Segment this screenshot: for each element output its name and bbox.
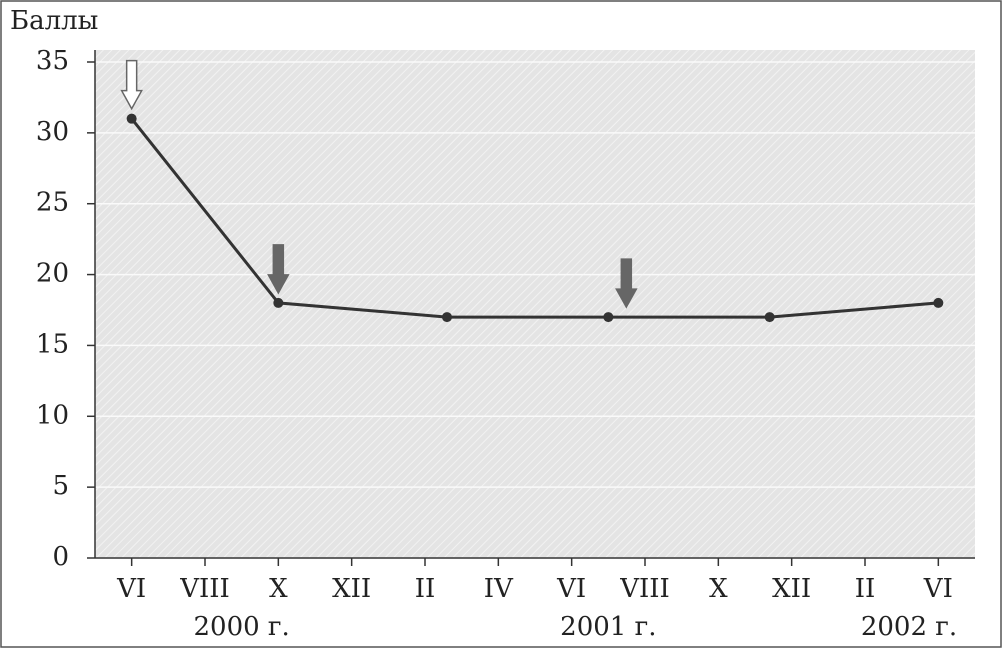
y-tick-label: 25	[36, 188, 69, 218]
plot-area	[95, 50, 975, 558]
x-tick-label: X	[709, 574, 728, 604]
data-line	[130, 117, 939, 319]
x-tick-label: VIII	[619, 574, 670, 604]
y-axis-label: Баллы	[10, 6, 98, 36]
y-tick-label: 10	[36, 400, 69, 430]
year-label: 2002 г.	[861, 612, 957, 642]
year-label: 2000 г.	[194, 612, 290, 642]
x-tick-label: XII	[332, 574, 371, 604]
y-tick-label: 5	[52, 471, 69, 501]
data-point	[126, 113, 137, 124]
x-tick-label: X	[269, 574, 288, 604]
arrow	[120, 59, 143, 111]
x-tick-label: IV	[484, 574, 514, 604]
x-tick-label: VI	[556, 574, 586, 604]
y-tick-label: 30	[36, 117, 69, 147]
x-tick-label: II	[415, 574, 436, 604]
y-tick-label: 15	[36, 329, 69, 359]
data-point	[603, 312, 614, 323]
x-tick-label: VI	[116, 574, 146, 604]
arrow	[267, 244, 290, 295]
x-tick-label: II	[855, 574, 876, 604]
y-tick-label: 35	[36, 46, 69, 76]
y-tick-label: 0	[52, 542, 69, 572]
data-point	[933, 297, 944, 308]
data-point	[764, 312, 775, 323]
x-tick-label: XII	[772, 574, 811, 604]
x-tick-label: VIII	[179, 574, 230, 604]
x-tick-label: VI	[923, 574, 953, 604]
arrow	[615, 258, 638, 309]
data-point	[442, 312, 452, 323]
year-label: 2001 г.	[560, 612, 656, 642]
y-tick-label: 20	[36, 259, 69, 289]
data-point	[273, 297, 284, 308]
